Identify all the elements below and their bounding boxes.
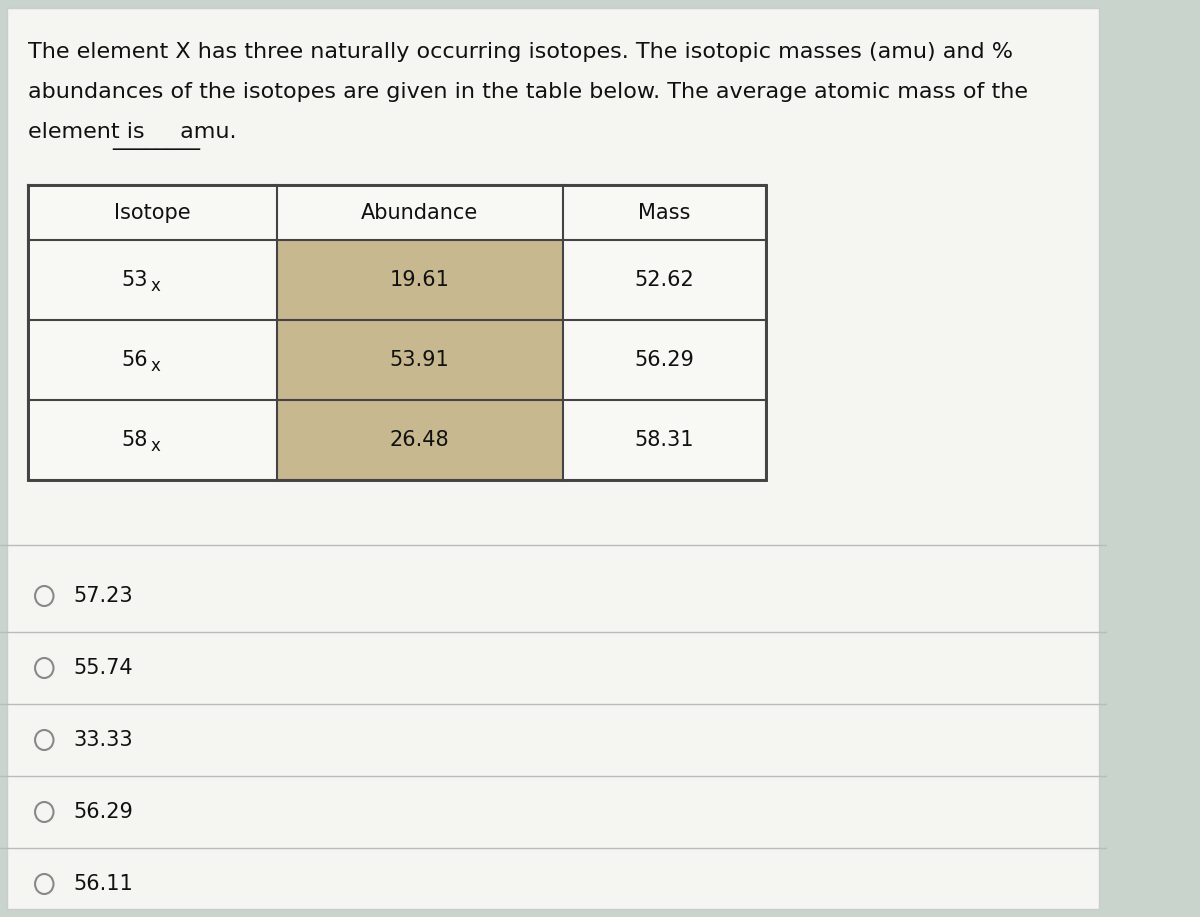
Bar [28, 185, 766, 480]
Text: 52.62: 52.62 [634, 270, 694, 290]
Text: Abundance: Abundance [361, 203, 479, 223]
Text: 58.31: 58.31 [635, 430, 694, 450]
Text: The element X has three naturally occurring isotopes. The isotopic masses (amu) : The element X has three naturally occurr… [28, 42, 1013, 62]
Text: x: x [150, 357, 161, 375]
Text: 56.29: 56.29 [634, 350, 694, 370]
Text: 56.11: 56.11 [73, 874, 133, 894]
Text: 58: 58 [121, 430, 148, 450]
Text: amu.: amu. [174, 122, 236, 142]
Text: element is: element is [28, 122, 151, 142]
Text: Mass: Mass [638, 203, 690, 223]
Text: 53: 53 [121, 270, 148, 290]
Text: 33.33: 33.33 [73, 730, 133, 750]
Bar [277, 400, 563, 480]
Text: Isotope: Isotope [114, 203, 191, 223]
Bar [277, 240, 563, 320]
Text: 56.29: 56.29 [73, 802, 133, 822]
Text: abundances of the isotopes are given in the table below. The average atomic mass: abundances of the isotopes are given in … [28, 82, 1027, 102]
Text: 19.61: 19.61 [390, 270, 450, 290]
Text: ________: ________ [112, 130, 200, 150]
Text: 26.48: 26.48 [390, 430, 450, 450]
Text: 56: 56 [121, 350, 148, 370]
Text: 53.91: 53.91 [390, 350, 450, 370]
Bar [277, 320, 563, 400]
Text: 57.23: 57.23 [73, 586, 133, 606]
Bar [28, 185, 766, 480]
Text: x: x [150, 437, 161, 455]
Text: 55.74: 55.74 [73, 658, 133, 678]
Text: x: x [150, 277, 161, 295]
